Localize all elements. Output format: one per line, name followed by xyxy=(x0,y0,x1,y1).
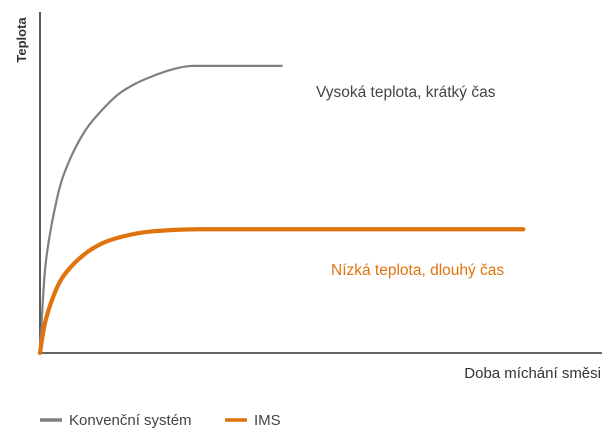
legend-label-ims: IMS xyxy=(254,412,281,429)
legend: Konvenční systém IMS xyxy=(40,412,281,429)
series-layer xyxy=(37,64,526,356)
legend-item-ims: IMS xyxy=(225,412,281,429)
y-axis-label: Teplota xyxy=(14,17,29,63)
legend-item-conventional: Konvenční systém xyxy=(40,412,192,429)
legend-label-conventional: Konvenční systém xyxy=(69,412,192,429)
plot-axes xyxy=(39,12,602,354)
annotation-ims: Nízká teplota, dlouhý čas xyxy=(331,262,504,279)
annotation-conventional: Vysoká teplota, krátký čas xyxy=(316,84,496,101)
series-line-conventional xyxy=(38,64,283,355)
x-axis-label: Doba míchání směsi xyxy=(464,365,601,382)
annotation-layer: Vysoká teplota, krátký čas Nízká teplota… xyxy=(316,84,504,279)
series-line-ims xyxy=(37,227,526,356)
